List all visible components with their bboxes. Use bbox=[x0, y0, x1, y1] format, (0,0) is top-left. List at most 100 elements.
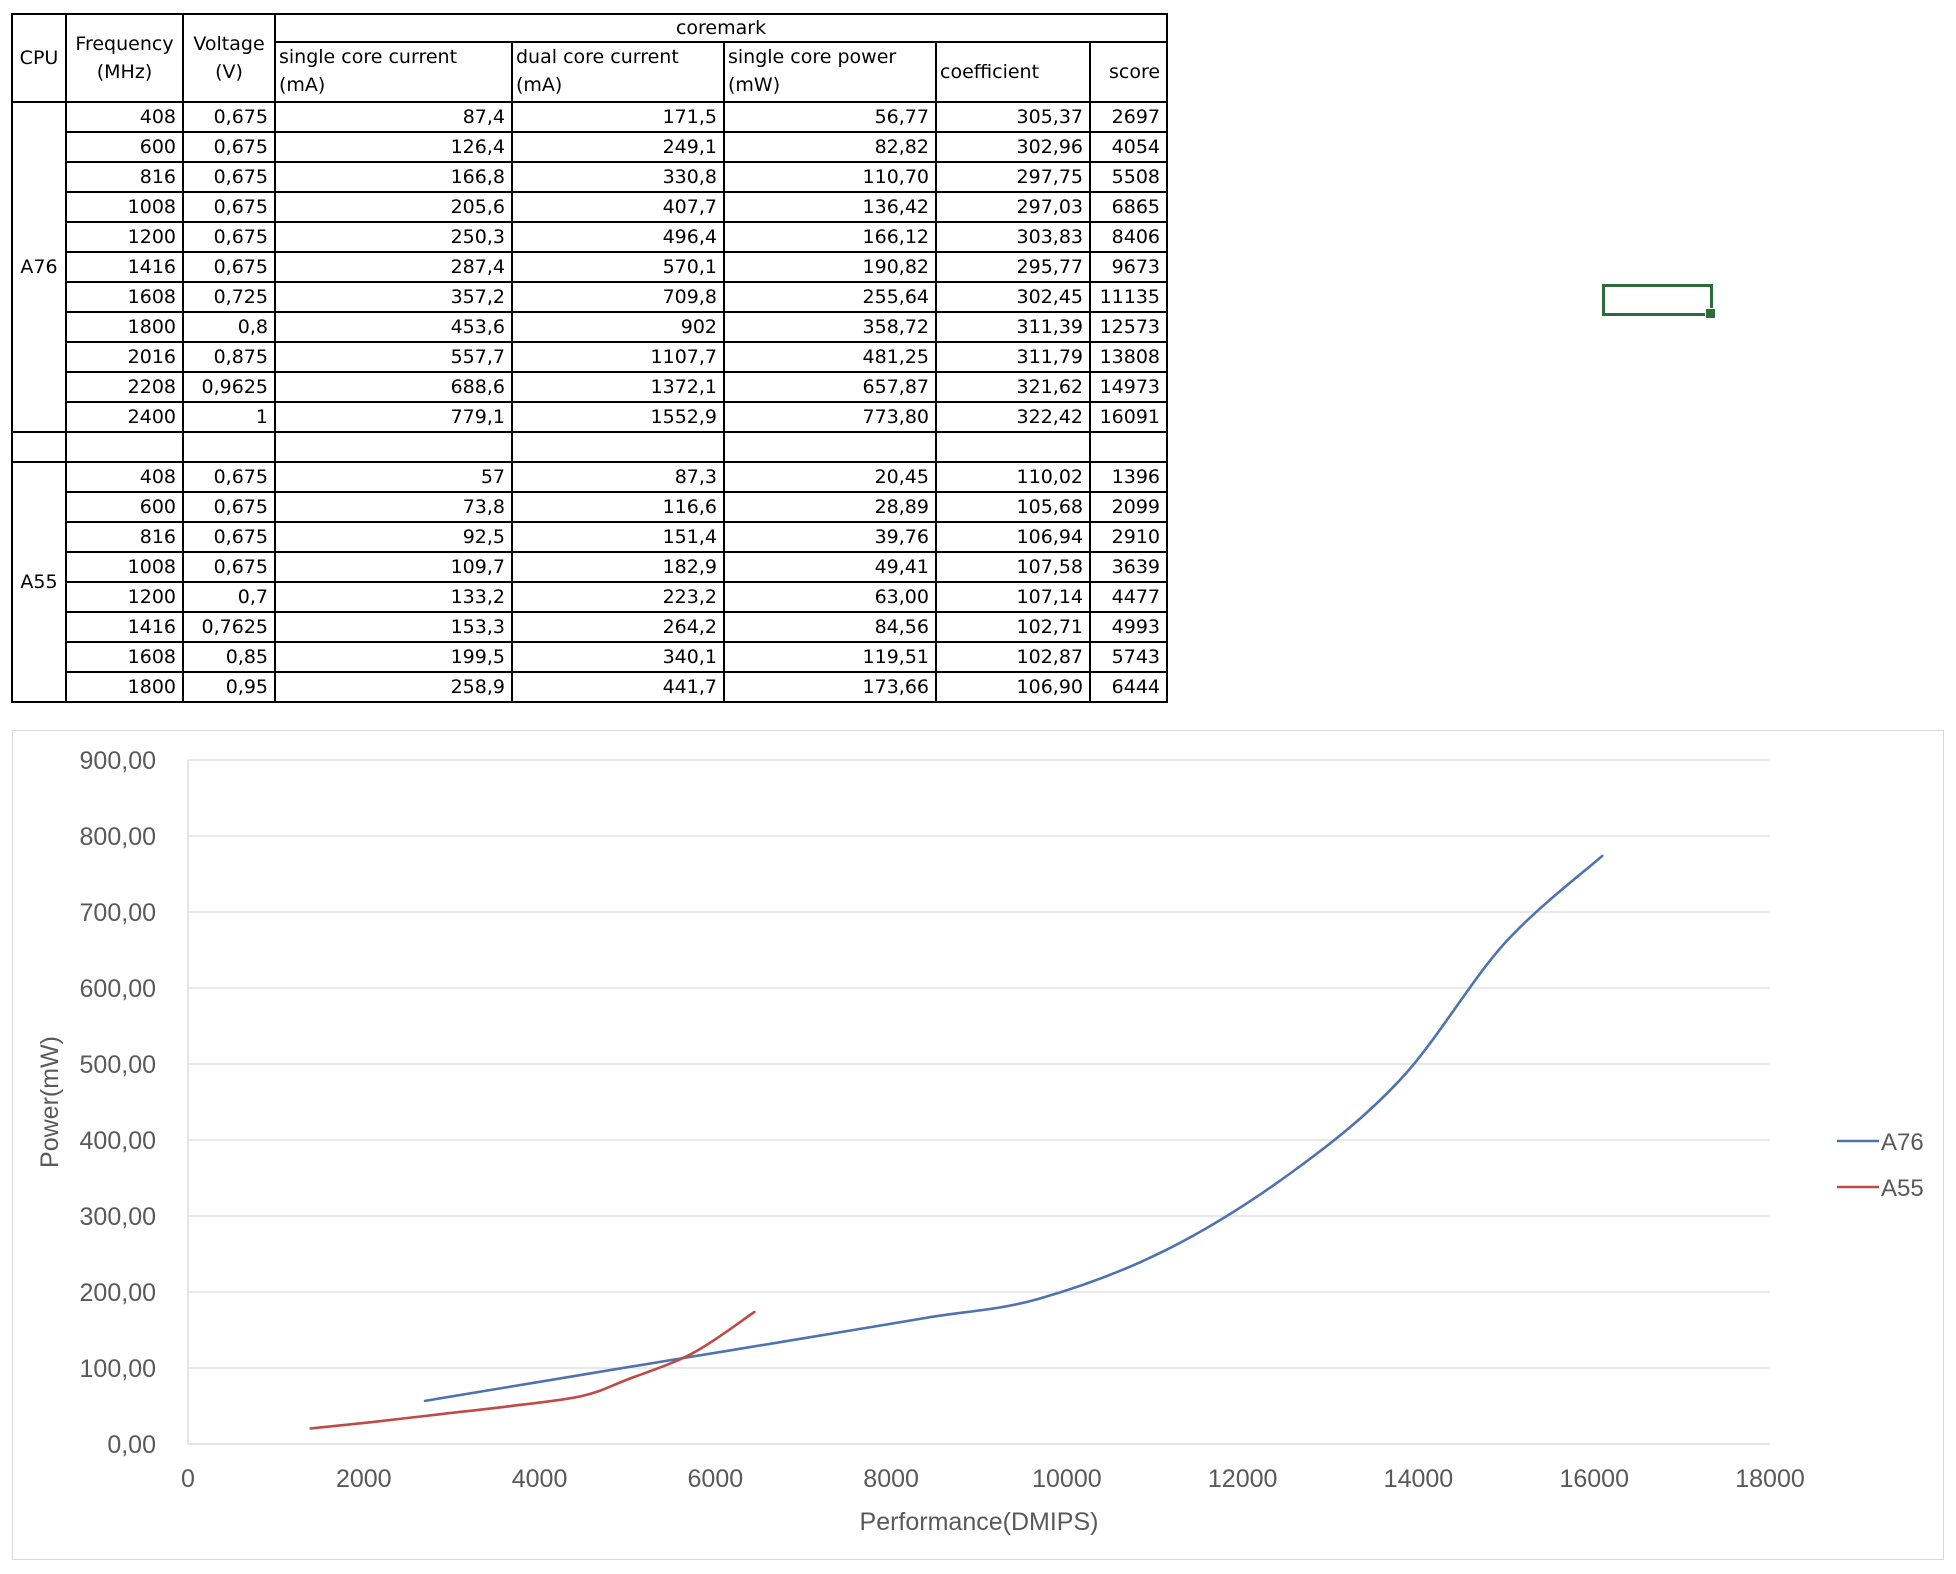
cpu-label: A55 bbox=[11, 461, 67, 703]
table-row: 1416 0,675 287,4 570,1 190,82 295,77 9673 bbox=[12, 251, 1169, 283]
blank-cell bbox=[65, 431, 184, 463]
table-cell: 0,7625 bbox=[182, 611, 276, 643]
header-text: dual core current bbox=[516, 46, 679, 68]
blank-cell bbox=[182, 431, 276, 463]
table-cell: 357,2 bbox=[274, 281, 513, 313]
table-cell: 199,5 bbox=[274, 641, 513, 673]
table-cell: 102,87 bbox=[935, 641, 1091, 673]
table-cell: 0,675 bbox=[182, 221, 276, 253]
y-tick-label: 500,00 bbox=[80, 1051, 156, 1079]
header-text: (mW) bbox=[728, 74, 781, 96]
table-cell: 657,87 bbox=[723, 371, 937, 403]
table-cell: 570,1 bbox=[511, 251, 725, 283]
table-cell: 1 bbox=[182, 401, 276, 433]
table-cell: 119,51 bbox=[723, 641, 937, 673]
table-cell: 322,42 bbox=[935, 401, 1091, 433]
header-text: (mA) bbox=[279, 74, 326, 96]
table-row: 816 0,675 92,5 151,4 39,76 106,94 2910 bbox=[12, 521, 1169, 553]
y-tick-label: 700,00 bbox=[80, 899, 156, 927]
table-cell: 92,5 bbox=[274, 521, 513, 553]
table-row: 816 0,675 166,8 330,8 110,70 297,75 5508 bbox=[12, 161, 1169, 193]
table-cell: 107,14 bbox=[935, 581, 1091, 613]
table-cell: 73,8 bbox=[274, 491, 513, 523]
table-cell: 1416 bbox=[65, 251, 184, 283]
y-tick-label: 900,00 bbox=[80, 747, 156, 775]
table-cell: 136,42 bbox=[723, 191, 937, 223]
table-row: 1200 0,675 250,3 496,4 166,12 303,83 8406 bbox=[12, 221, 1169, 253]
table-cell: 295,77 bbox=[935, 251, 1091, 283]
table-cell: 4993 bbox=[1088, 611, 1169, 643]
table-row: 1608 0,85 199,5 340,1 119,51 102,87 5743 bbox=[12, 641, 1169, 673]
table-cell: 258,9 bbox=[274, 671, 513, 703]
table-cell: 109,7 bbox=[274, 551, 513, 583]
table-cell: 6865 bbox=[1088, 191, 1169, 223]
table-cell: 441,7 bbox=[511, 671, 725, 703]
table-cell: 0,675 bbox=[182, 461, 276, 493]
blank-cell bbox=[935, 431, 1091, 463]
table-cell: 182,9 bbox=[511, 551, 725, 583]
x-tick-label: 6000 bbox=[688, 1465, 744, 1493]
fill-handle[interactable] bbox=[1705, 308, 1716, 319]
table-cell: 255,64 bbox=[723, 281, 937, 313]
table-cell: 303,83 bbox=[935, 221, 1091, 253]
table-cell: 902 bbox=[511, 311, 725, 343]
table-cell: 1372,1 bbox=[511, 371, 725, 403]
selected-cell[interactable] bbox=[1602, 284, 1716, 319]
table-cell: 39,76 bbox=[723, 521, 937, 553]
table-row: 1008 0,675 205,6 407,7 136,42 297,03 6865 bbox=[12, 191, 1169, 223]
header-text: (MHz) bbox=[96, 61, 153, 83]
table-cell: 0,675 bbox=[182, 101, 276, 133]
table-cell: 816 bbox=[65, 521, 184, 553]
blank-cell bbox=[274, 431, 513, 463]
table-cell: 126,4 bbox=[274, 131, 513, 163]
y-tick-label: 300,00 bbox=[80, 1203, 156, 1231]
series-line-a76 bbox=[423, 854, 1604, 1403]
table-cell: 14973 bbox=[1088, 371, 1169, 403]
table-cell: 4477 bbox=[1088, 581, 1169, 613]
table-cell: 1608 bbox=[65, 641, 184, 673]
table-cell: 302,45 bbox=[935, 281, 1091, 313]
table-cell: 0,675 bbox=[182, 131, 276, 163]
x-tick-label: 8000 bbox=[863, 1465, 919, 1493]
table-cell: 481,25 bbox=[723, 341, 937, 373]
table-cell: 250,3 bbox=[274, 221, 513, 253]
table-cell: 1608 bbox=[65, 281, 184, 313]
x-tick-label: 12000 bbox=[1208, 1465, 1278, 1493]
table-row: 1008 0,675 109,7 182,9 49,41 107,58 3639 bbox=[12, 551, 1169, 583]
header-coefficient: coefficient bbox=[935, 41, 1091, 103]
table-row: 2016 0,875 557,7 1107,7 481,25 311,79 13808 bbox=[12, 341, 1169, 373]
table-cell: 3639 bbox=[1088, 551, 1169, 583]
y-tick-label: 800,00 bbox=[80, 823, 156, 851]
x-tick-label: 16000 bbox=[1559, 1465, 1629, 1493]
header-dual-core-current: dual core current (mA) bbox=[511, 41, 725, 103]
table-cell: 82,82 bbox=[723, 131, 937, 163]
table-row: 1416 0,7625 153,3 264,2 84,56 102,71 4993 bbox=[12, 611, 1169, 643]
table-cell: 408 bbox=[65, 461, 184, 493]
table-cell: 5508 bbox=[1088, 161, 1169, 193]
table-cell: 105,68 bbox=[935, 491, 1091, 523]
blank-row bbox=[11, 431, 1169, 463]
y-tick-label: 200,00 bbox=[80, 1279, 156, 1307]
y-tick-label: 400,00 bbox=[80, 1127, 156, 1155]
table-cell: 709,8 bbox=[511, 281, 725, 313]
table-cell: 110,02 bbox=[935, 461, 1091, 493]
table-cell: 0,875 bbox=[182, 341, 276, 373]
header-frequency: Frequency (MHz) bbox=[65, 13, 184, 103]
cpu-label: A76 bbox=[11, 101, 67, 433]
table-cell: 0,9625 bbox=[182, 371, 276, 403]
table-cell: 2400 bbox=[65, 401, 184, 433]
table-cell: 166,12 bbox=[723, 221, 937, 253]
table-cell: 1552,9 bbox=[511, 401, 725, 433]
table-cell: 11135 bbox=[1088, 281, 1169, 313]
table-row: 600 0,675 126,4 249,1 82,82 302,96 4054 bbox=[12, 131, 1169, 163]
table-cell: 107,58 bbox=[935, 551, 1091, 583]
table-cell: 106,94 bbox=[935, 521, 1091, 553]
table-row: A76 408 0,675 87,4 171,5 56,77 305,37 2697 bbox=[11, 101, 1169, 433]
table-cell: 1800 bbox=[65, 671, 184, 703]
table-cell: 205,6 bbox=[274, 191, 513, 223]
table-cell: 4054 bbox=[1088, 131, 1169, 163]
table-cell: 2910 bbox=[1088, 521, 1169, 553]
table-cell: 223,2 bbox=[511, 581, 725, 613]
x-tick-label: 18000 bbox=[1735, 1465, 1805, 1493]
header-text: single core current bbox=[279, 46, 458, 68]
